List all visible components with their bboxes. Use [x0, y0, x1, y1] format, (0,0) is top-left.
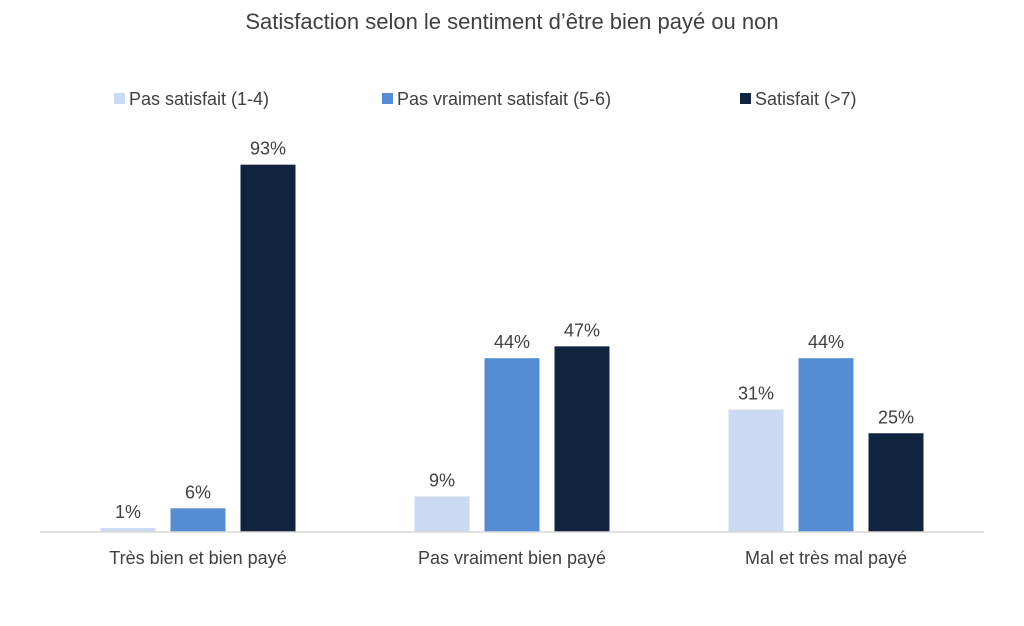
- data-label-2-series-3: 47%: [564, 320, 600, 340]
- bar-2-series-3: [554, 346, 610, 532]
- chart-title: Satisfaction selon le sentiment d’être b…: [245, 9, 778, 34]
- category-label-1: Très bien et bien payé: [109, 548, 286, 568]
- data-label-2-series-2: 44%: [494, 332, 530, 352]
- data-label-3-series-2: 44%: [808, 332, 844, 352]
- bar-3-series-2: [798, 358, 854, 532]
- data-label-1-series-1: 1%: [115, 502, 141, 522]
- legend-label-3: Satisfait (>7): [755, 89, 857, 109]
- category-label-3: Mal et très mal payé: [745, 548, 907, 568]
- data-label-1-series-3: 93%: [250, 139, 286, 159]
- bar-1-series-1: [100, 528, 156, 532]
- data-label-1-series-2: 6%: [185, 482, 211, 502]
- legend-swatch-1: [114, 93, 125, 104]
- bar-2-series-2: [484, 358, 540, 532]
- legend-swatch-3: [740, 93, 751, 104]
- bar-3-series-1: [728, 409, 784, 532]
- bar-1-series-2: [170, 508, 226, 532]
- legend-label-2: Pas vraiment satisfait (5-6): [397, 89, 611, 109]
- data-label-3-series-1: 31%: [738, 384, 774, 404]
- data-label-3-series-3: 25%: [878, 407, 914, 427]
- data-label-2-series-1: 9%: [429, 470, 455, 490]
- data-labels: 1% 6% 93% 9% 44% 47% 31% 44% 25%: [115, 139, 914, 522]
- legend-label-1: Pas satisfait (1-4): [129, 89, 269, 109]
- category-labels: Très bien et bien payé Pas vraiment bien …: [109, 548, 907, 568]
- legend: Pas satisfait (1-4) Pas vraiment satisfai…: [114, 89, 857, 109]
- bar-3-series-3: [868, 433, 924, 532]
- legend-swatch-2: [382, 93, 393, 104]
- bar-1-series-3: [240, 164, 296, 532]
- bars: [100, 164, 924, 532]
- bar-2-series-1: [414, 496, 470, 532]
- category-label-2: Pas vraiment bien payé: [418, 548, 606, 568]
